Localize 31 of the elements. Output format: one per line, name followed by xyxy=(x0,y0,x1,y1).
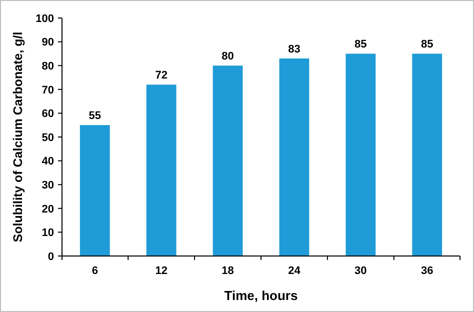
y-tick-label: 100 xyxy=(36,12,54,25)
x-tick-label: 24 xyxy=(288,265,302,277)
data-label: 85 xyxy=(354,38,367,51)
bar xyxy=(80,125,110,256)
x-tick-label: 36 xyxy=(420,265,434,277)
data-label: 80 xyxy=(222,50,234,63)
bar xyxy=(212,66,243,256)
bar xyxy=(346,54,376,256)
x-tick-label: 18 xyxy=(222,265,234,277)
x-tick-label: 6 xyxy=(92,265,98,277)
y-tick-label: 40 xyxy=(42,156,54,168)
data-label: 55 xyxy=(88,110,102,122)
data-label: 83 xyxy=(288,43,300,56)
bar xyxy=(146,84,176,256)
y-tick-label: 30 xyxy=(42,179,54,192)
x-tick-label: 12 xyxy=(155,265,168,277)
x-tick-label: 30 xyxy=(354,265,367,277)
data-label: 72 xyxy=(155,70,168,82)
y-tick-label: 60 xyxy=(42,108,54,120)
y-tick-label: 80 xyxy=(42,60,54,72)
x-axis-title: Time, hours xyxy=(224,288,298,303)
y-tick-label: 10 xyxy=(42,227,54,240)
y-tick-label: 90 xyxy=(42,36,54,49)
y-tick-label: 20 xyxy=(42,203,54,216)
bar xyxy=(412,54,442,256)
y-tick-label: 50 xyxy=(42,132,54,144)
y-axis-title: Solubility of Calcium Carbonate, g/l xyxy=(11,32,25,242)
bar xyxy=(279,58,310,256)
y-tick-label: 70 xyxy=(42,84,54,96)
data-label: 85 xyxy=(420,38,434,51)
y-tick-label: 0 xyxy=(48,250,54,263)
